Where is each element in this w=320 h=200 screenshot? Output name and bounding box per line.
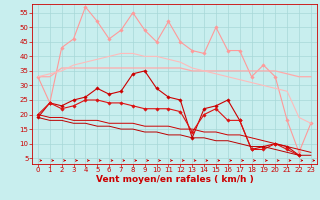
X-axis label: Vent moyen/en rafales ( km/h ): Vent moyen/en rafales ( km/h ) (96, 175, 253, 184)
